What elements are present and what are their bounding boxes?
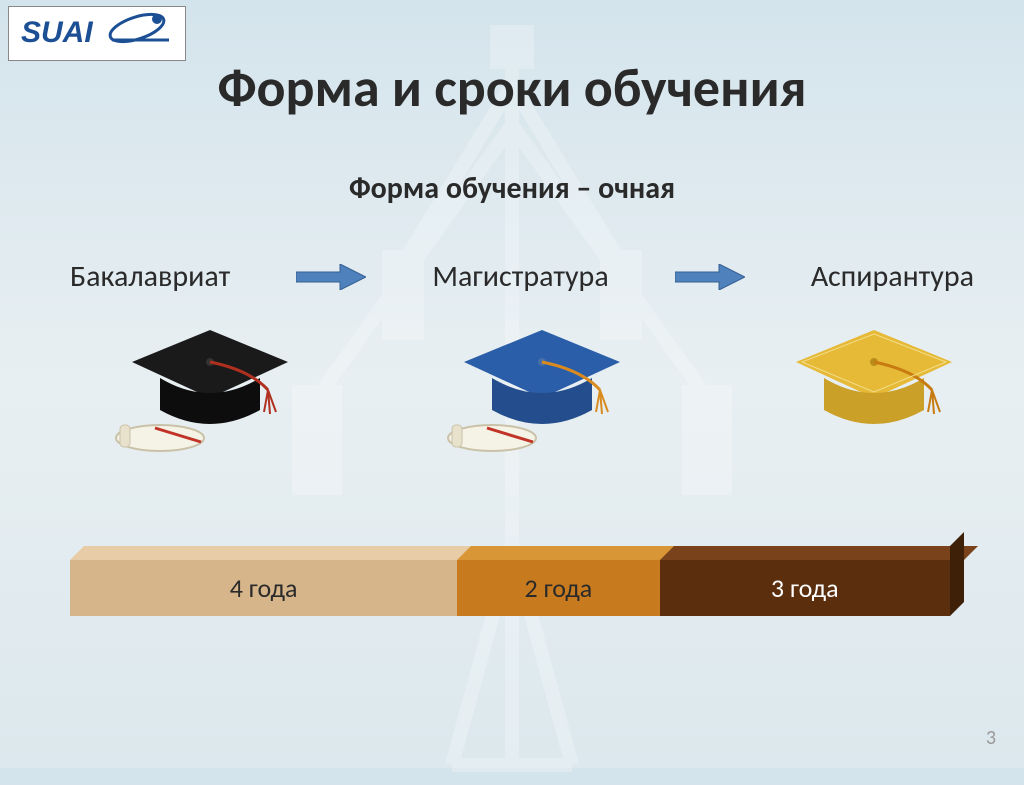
caps-row	[100, 320, 954, 460]
grad-cap-bachelor-icon	[100, 320, 290, 460]
arrow-icon	[675, 264, 745, 290]
bar-segment-bachelor: 4 года	[70, 560, 457, 616]
level-bachelor-label: Бакалавриат	[70, 258, 230, 295]
slide-title: Форма и сроки обучения	[0, 55, 1024, 121]
slide-subtitle: Форма обучения – очная	[0, 170, 1024, 207]
arrow-icon	[296, 264, 366, 290]
bar-segment-label: 3 года	[771, 572, 839, 604]
bar-segment-label: 2 года	[525, 572, 593, 604]
levels-row: Бакалавриат Магистратура Аспирантура	[70, 258, 974, 295]
bar-segment-label: 4 года	[230, 572, 298, 604]
bar-segment-phd: 3 года	[660, 560, 950, 616]
logo-orbit-icon	[107, 10, 169, 47]
level-phd-label: Аспирантура	[811, 258, 974, 295]
slide-number: 3	[986, 726, 996, 750]
grad-cap-phd-icon	[764, 320, 954, 460]
grad-cap-master-icon	[432, 320, 622, 460]
level-master-label: Магистратура	[432, 258, 608, 295]
bar-side-face	[950, 532, 964, 616]
bar-segment-master: 2 года	[457, 560, 659, 616]
duration-bar: 4 года 2 года 3 года	[70, 560, 950, 616]
logo-text: SUAI	[21, 16, 93, 49]
suai-logo: SUAI	[8, 6, 186, 61]
